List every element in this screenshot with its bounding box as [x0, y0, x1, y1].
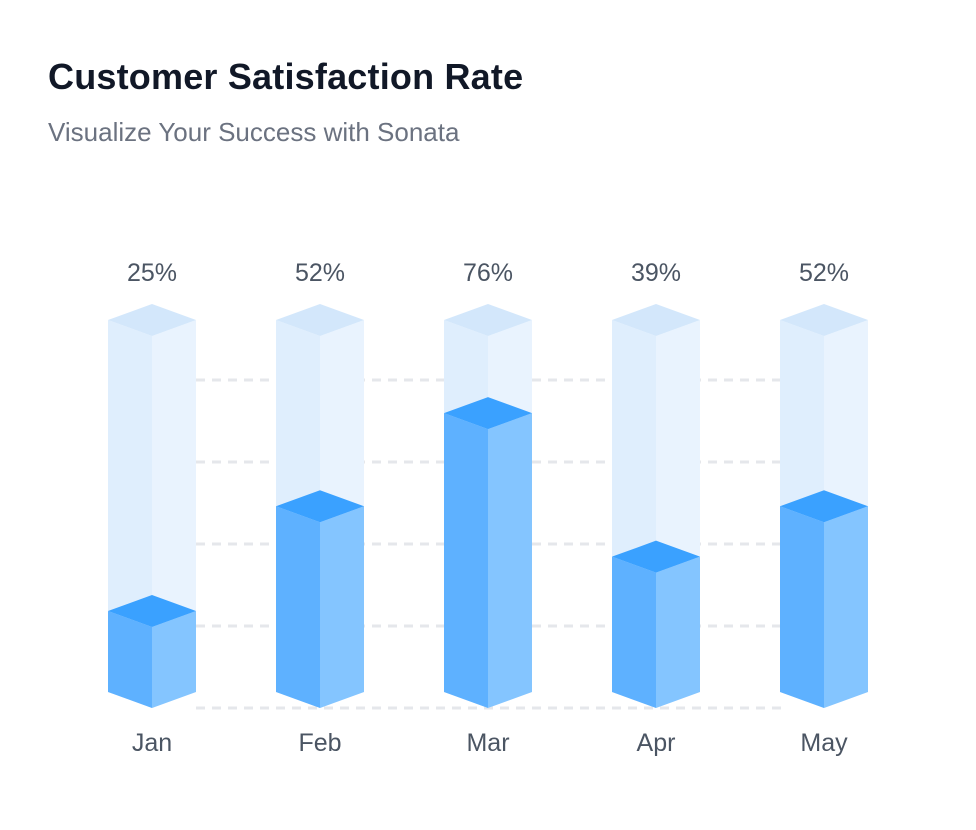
chart-subtitle: Visualize Your Success with Sonata: [48, 117, 460, 147]
value-column-top: [444, 397, 532, 430]
value-column-front: [276, 506, 320, 708]
value-column-front: [108, 611, 152, 708]
x-tick-label: Apr: [637, 729, 676, 757]
bar-may: [780, 304, 868, 708]
value-column-side: [656, 556, 700, 708]
chart-title: Customer Satisfaction Rate: [48, 56, 524, 97]
bars: [108, 304, 868, 708]
value-column-front: [780, 506, 824, 708]
data-label: 52%: [295, 259, 345, 287]
value-column-side: [152, 611, 196, 708]
value-column-side: [320, 506, 364, 708]
x-tick-label: May: [800, 729, 848, 757]
ghost-column-top: [612, 304, 700, 336]
bar-feb: [276, 304, 364, 708]
x-tick-label: Feb: [298, 729, 341, 757]
value-column-top: [780, 490, 868, 523]
value-column-top: [276, 490, 364, 523]
data-label: 25%: [127, 259, 177, 287]
value-column-side: [824, 506, 868, 708]
value-column-front: [612, 556, 656, 708]
bar-apr: [612, 304, 700, 708]
x-tick-label: Jan: [132, 729, 172, 757]
ghost-column-top: [780, 304, 868, 336]
data-label: 39%: [631, 259, 681, 287]
value-column-front: [444, 413, 488, 708]
x-tick-label: Mar: [466, 729, 509, 757]
value-column-top: [108, 595, 196, 627]
bar-jan: [108, 304, 196, 708]
data-label: 52%: [799, 259, 849, 287]
data-label: 76%: [463, 259, 513, 287]
labels: 25% Jan 52% Feb 76% Mar 39% Apr 52% May: [127, 259, 849, 757]
bar-mar: [444, 304, 532, 708]
value-column-side: [488, 413, 532, 708]
ghost-column-top: [276, 304, 364, 336]
ghost-column-top: [444, 304, 532, 336]
value-column-top: [612, 540, 700, 573]
ghost-column-top: [108, 304, 196, 336]
